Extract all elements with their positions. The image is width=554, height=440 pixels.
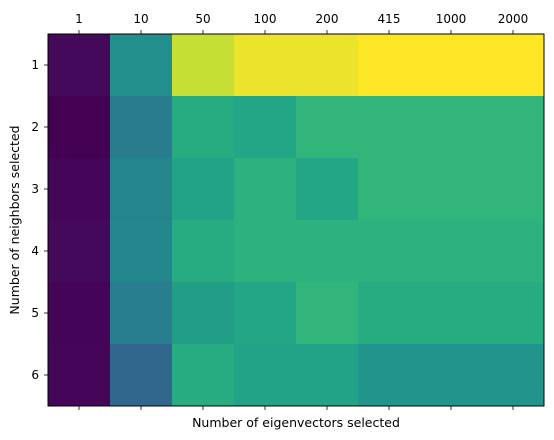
heatmap-cell — [48, 34, 111, 97]
heatmap-cell — [234, 220, 297, 283]
heatmap-cell — [172, 282, 235, 345]
heatmap-cell — [296, 158, 359, 221]
heatmap-cell — [110, 158, 173, 221]
x-tick-label: 100 — [254, 12, 277, 26]
heatmap-cell — [358, 220, 421, 283]
heatmap-cell — [110, 96, 173, 159]
heatmap-cell — [420, 158, 483, 221]
heatmap-cell — [172, 34, 235, 97]
heatmap-cell — [358, 158, 421, 221]
heatmap-cell — [296, 34, 359, 97]
y-tick-label: 1 — [31, 58, 39, 72]
heatmap-cell — [296, 282, 359, 345]
heatmap-cell — [482, 282, 545, 345]
heatmap-cell — [482, 96, 545, 159]
heatmap-cell — [48, 220, 111, 283]
heatmap-cell — [48, 344, 111, 407]
heatmap-cell — [234, 282, 297, 345]
y-tick-label: 5 — [31, 306, 39, 320]
x-axis-ticks: 1 10 50 100 200 415 1000 2000 — [75, 12, 528, 410]
heatmap-cell — [172, 220, 235, 283]
x-tick-label: 50 — [195, 12, 210, 26]
heatmap-cell — [234, 34, 297, 97]
heatmap-cell — [110, 34, 173, 97]
heatmap-cell — [420, 96, 483, 159]
y-axis-label: Number of neighbors selected — [7, 125, 22, 314]
heatmap-cell — [296, 220, 359, 283]
heatmap-cell — [234, 344, 297, 407]
heatmap-cell — [172, 158, 235, 221]
heatmap-cell — [482, 158, 545, 221]
heatmap-cell — [420, 34, 483, 97]
x-tick-label: 1 — [75, 12, 83, 26]
x-tick-label: 1000 — [436, 12, 467, 26]
y-tick-label: 3 — [31, 182, 39, 196]
heatmap-cell — [234, 158, 297, 221]
x-tick-label: 10 — [133, 12, 148, 26]
heatmap-cell — [110, 282, 173, 345]
heatmap-cell — [110, 220, 173, 283]
heatmap-cell — [420, 344, 483, 407]
heatmap-cell — [358, 282, 421, 345]
x-tick-label: 415 — [378, 12, 401, 26]
heatmap-cell — [482, 34, 545, 97]
heatmap-cell — [358, 96, 421, 159]
y-tick-label: 4 — [31, 244, 39, 258]
heatmap-cell — [48, 96, 111, 159]
heatmap-cell — [296, 96, 359, 159]
heatmap-cell — [234, 96, 297, 159]
heatmap-cell — [48, 158, 111, 221]
heatmap-cell — [420, 220, 483, 283]
heatmap-cell — [358, 34, 421, 97]
heatmap-cells — [48, 34, 545, 407]
heatmap-cell — [420, 282, 483, 345]
heatmap-cell — [48, 282, 111, 345]
plot-frame — [47, 33, 545, 407]
heatmap-cell — [482, 344, 545, 407]
x-axis-label: Number of eigenvectors selected — [192, 415, 400, 430]
y-tick-label: 2 — [31, 120, 39, 134]
x-tick-label: 2000 — [498, 12, 529, 26]
heatmap-cell — [358, 344, 421, 407]
heatmap-cell — [172, 96, 235, 159]
heatmap-cell — [172, 344, 235, 407]
y-axis-ticks: 1 2 3 4 5 6 — [31, 58, 48, 382]
x-tick-label: 200 — [316, 12, 339, 26]
heatmap-cell — [296, 344, 359, 407]
heatmap-cell — [482, 220, 545, 283]
heatmap-cell — [110, 344, 173, 407]
y-tick-label: 6 — [31, 368, 39, 382]
